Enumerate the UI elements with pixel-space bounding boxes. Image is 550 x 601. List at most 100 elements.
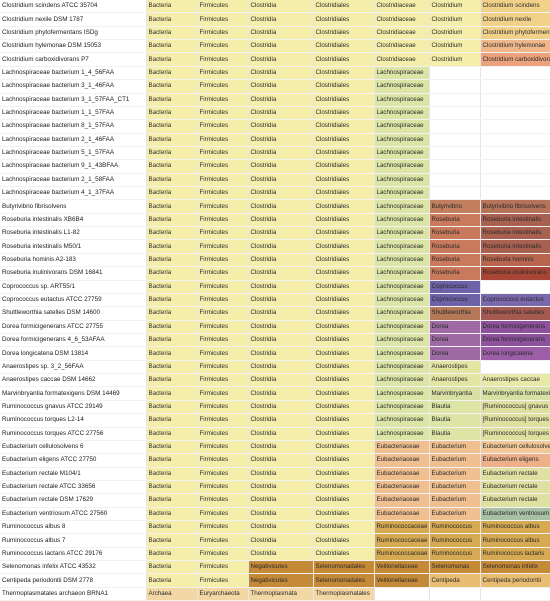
domain-cell: Bacteria [146, 146, 198, 161]
table-row: Lachnospiraceae bacterium 4_1_37FAA Bacte… [0, 186, 550, 201]
genus-cell [429, 146, 481, 161]
table-row: Clostridium hylemonae DSM 15053 Bacteria F… [0, 39, 550, 54]
order-cell: Clostridiales [313, 66, 375, 81]
species-cell: Ruminococcus lactaris [480, 547, 550, 562]
class-cell: Clostridia [248, 12, 314, 27]
phylum-cell: Firmicutes [197, 440, 249, 455]
genus-cell: Dorea [429, 333, 481, 348]
species-cell [480, 186, 550, 201]
table-row: Lachnospiraceae bacterium 9_1_43BFAA Bact… [0, 159, 550, 174]
species-cell [480, 66, 550, 81]
table-row: Ruminococcus albus 8 Bacteria Firmicutes Cl… [0, 520, 550, 535]
genus-cell [429, 79, 481, 94]
phylum-cell: Firmicutes [197, 306, 249, 321]
table-row: Eubacterium cellulosolvens 6 Bacteria Firm… [0, 440, 550, 455]
class-cell: Clostridia [248, 52, 314, 67]
order-cell: Thermoplasmatales [313, 587, 375, 601]
species-cell [480, 133, 550, 147]
class-cell: Clostridia [248, 427, 314, 441]
phylum-cell: Firmicutes [197, 507, 249, 522]
organism-name-cell: Coprococcus sp. ART55/1 [0, 280, 147, 294]
genus-cell: Selenomonas [429, 560, 481, 575]
table-row: Centipeda periodontii DSM 2778 Bacteria Fi… [0, 573, 550, 588]
order-cell: Clostridiales [313, 213, 375, 228]
domain-cell: Bacteria [146, 520, 198, 535]
organism-name-cell: Marvinbryantia formatexigens DSM 14469 [0, 386, 147, 401]
domain-cell: Bacteria [146, 106, 198, 121]
phylum-cell: Firmicutes [197, 320, 249, 334]
domain-cell: Bacteria [146, 560, 198, 575]
phylum-cell: Firmicutes [197, 360, 249, 375]
organism-name-cell: Eubacterium rectale M104/1 [0, 467, 147, 481]
family-cell: Clostridiaceae [374, 26, 430, 41]
species-cell: Clostridium hylemonae [480, 39, 550, 54]
class-cell: Clostridia [248, 440, 314, 455]
order-cell: Clostridiales [313, 159, 375, 174]
family-cell: Lachnospiraceae [374, 266, 430, 281]
table-row: Ruminococcus gnavus ATCC 29149 Bacteria Fi… [0, 400, 550, 415]
organism-name-cell: Lachnospiraceae bacterium 4_1_37FAA [0, 186, 147, 201]
domain-cell: Bacteria [146, 12, 198, 27]
family-cell: Clostridiaceae [374, 39, 430, 54]
species-cell: Dorea longicatena [480, 346, 550, 361]
phylum-cell: Firmicutes [197, 533, 249, 548]
phylum-cell: Firmicutes [197, 427, 249, 441]
organism-name-cell: Eubacterium rectale ATCC 33656 [0, 480, 147, 495]
organism-name-cell: Roseburia hominis A2-183 [0, 253, 147, 268]
genus-cell: Anaerostipes [429, 360, 481, 375]
class-cell: Negativicutes [248, 560, 314, 575]
species-cell [480, 106, 550, 121]
domain-cell: Bacteria [146, 507, 198, 522]
order-cell: Clostridiales [313, 320, 375, 334]
domain-cell: Bacteria [146, 440, 198, 455]
family-cell: Lachnospiraceae [374, 119, 430, 134]
species-cell: Eubacterium ventriosum [480, 507, 550, 522]
species-cell: Clostridium scindens [480, 0, 550, 14]
class-cell: Clostridia [248, 146, 314, 161]
organism-name-cell: Dorea formicigenerans ATCC 27755 [0, 320, 147, 334]
family-cell: Eubacteriaceae [374, 453, 430, 468]
organism-name-cell: Roseburia intestinalis L1-82 [0, 226, 147, 241]
order-cell: Clostridiales [313, 119, 375, 134]
domain-cell: Bacteria [146, 386, 198, 401]
class-cell: Clostridia [248, 186, 314, 201]
species-cell: Clostridium phytofermentans [480, 26, 550, 41]
genus-cell: Anaerostipes [429, 373, 481, 388]
phylum-cell: Firmicutes [197, 26, 249, 41]
order-cell: Clostridiales [313, 106, 375, 121]
order-cell: Clostridiales [313, 93, 375, 107]
table-row: Roseburia intestinalis L1-82 Bacteria Firm… [0, 226, 550, 241]
genus-cell: Shuttleworthia [429, 306, 481, 321]
family-cell: Lachnospiraceae [374, 333, 430, 348]
order-cell: Clostridiales [313, 360, 375, 375]
species-cell [480, 587, 550, 601]
class-cell: Clostridia [248, 266, 314, 281]
domain-cell: Bacteria [146, 360, 198, 375]
order-cell: Clostridiales [313, 239, 375, 254]
order-cell: Clostridiales [313, 373, 375, 388]
class-cell: Clostridia [248, 320, 314, 334]
organism-name-cell: Ruminococcus torques ATCC 27756 [0, 427, 147, 441]
genus-cell: Centipeda [429, 573, 481, 588]
family-cell: Eubacteriaceae [374, 467, 430, 481]
species-cell: Anaerostipes caccae [480, 373, 550, 388]
domain-cell: Bacteria [146, 280, 198, 294]
domain-cell: Bacteria [146, 133, 198, 147]
family-cell: Veillonellaceae [374, 573, 430, 588]
order-cell: Clostridiales [313, 26, 375, 41]
family-cell: Lachnospiraceae [374, 346, 430, 361]
domain-cell: Bacteria [146, 400, 198, 415]
genus-cell: Roseburia [429, 239, 481, 254]
table-row: Lachnospiraceae bacterium 5_1_57FAA Bacte… [0, 146, 550, 161]
table-row: Lachnospiraceae bacterium 1_1_57FAA Bacte… [0, 106, 550, 121]
domain-cell: Bacteria [146, 427, 198, 441]
domain-cell: Bacteria [146, 493, 198, 508]
genus-cell: Blautia [429, 413, 481, 428]
phylum-cell: Firmicutes [197, 560, 249, 575]
genus-cell: Clostridium [429, 26, 481, 41]
species-cell: Selenomonas infelix [480, 560, 550, 575]
table-row: Roseburia intestinalis M50/1 Bacteria Firm… [0, 239, 550, 254]
class-cell: Clostridia [248, 333, 314, 348]
organism-name-cell: Clostridium hylemonae DSM 15053 [0, 39, 147, 54]
class-cell: Clostridia [248, 493, 314, 508]
